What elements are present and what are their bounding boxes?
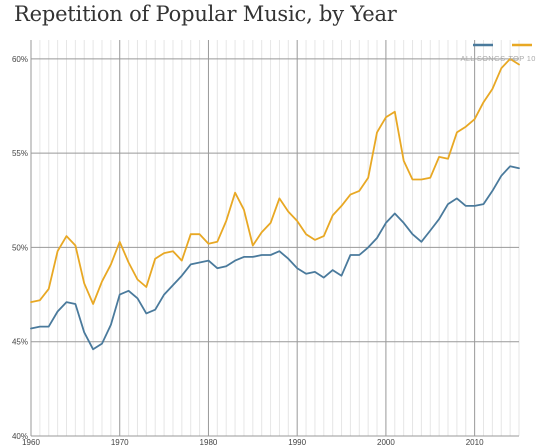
y-tick-label: 40% <box>12 432 28 441</box>
y-tick-label: 60% <box>12 55 28 64</box>
grid <box>30 40 520 437</box>
y-tick-label: 45% <box>12 338 28 347</box>
y-tick-label: 50% <box>12 243 28 252</box>
x-tick-label: 2000 <box>377 438 395 447</box>
legend-label: TOP 10 <box>508 54 535 63</box>
series-line-all-songs <box>30 165 520 351</box>
x-tick-label: 2010 <box>466 438 484 447</box>
series-line-top-10 <box>30 58 520 305</box>
legend: ALL SONGS TOP 10 <box>461 43 535 63</box>
y-tick-label: 55% <box>12 149 28 158</box>
x-tick-label: 1970 <box>111 438 129 447</box>
chart-title: Repetition of Popular Music, by Year <box>14 2 397 26</box>
series-lines <box>30 58 520 351</box>
x-tick-label: 1990 <box>288 438 306 447</box>
axis-ticks: 40% 45% 50% 55% 60% 1960 1970 1980 1990 2000 2010 <box>12 55 484 447</box>
legend-label: ALL SONGS <box>461 54 506 63</box>
x-tick-label: 1980 <box>200 438 218 447</box>
x-tick-label: 1960 <box>22 438 40 447</box>
